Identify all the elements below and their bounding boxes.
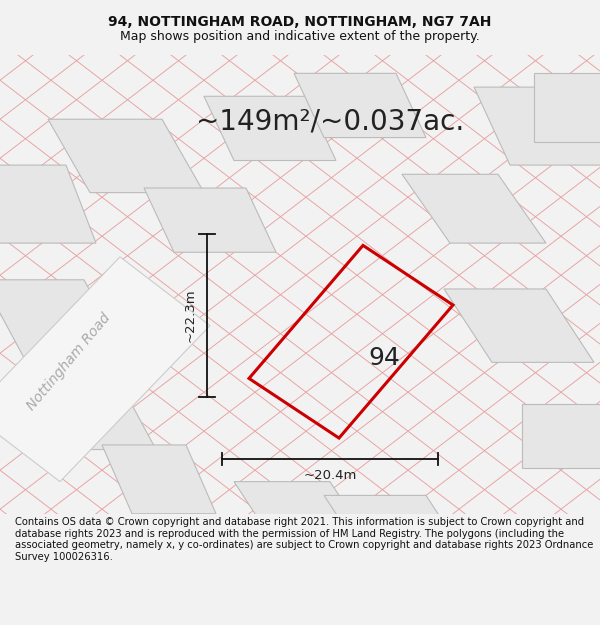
Polygon shape xyxy=(0,257,210,482)
Text: ~22.3m: ~22.3m xyxy=(183,289,196,342)
Polygon shape xyxy=(324,496,456,541)
Polygon shape xyxy=(402,174,546,243)
Polygon shape xyxy=(474,87,600,165)
Polygon shape xyxy=(294,73,426,138)
Polygon shape xyxy=(144,188,276,253)
Text: ~149m²/~0.037ac.: ~149m²/~0.037ac. xyxy=(196,107,464,136)
Text: 94, NOTTINGHAM ROAD, NOTTINGHAM, NG7 7AH: 94, NOTTINGHAM ROAD, NOTTINGHAM, NG7 7AH xyxy=(109,16,491,29)
Text: 94: 94 xyxy=(368,346,400,370)
Polygon shape xyxy=(0,165,96,243)
Polygon shape xyxy=(522,404,600,468)
Polygon shape xyxy=(234,482,360,528)
Polygon shape xyxy=(444,289,594,362)
Text: Nottingham Road: Nottingham Road xyxy=(25,311,113,414)
Polygon shape xyxy=(102,445,216,514)
Text: Map shows position and indicative extent of the property.: Map shows position and indicative extent… xyxy=(120,30,480,43)
Polygon shape xyxy=(534,73,600,142)
Text: ~20.4m: ~20.4m xyxy=(304,469,356,482)
Polygon shape xyxy=(0,280,126,358)
Polygon shape xyxy=(204,96,336,161)
Polygon shape xyxy=(48,119,204,192)
Polygon shape xyxy=(24,371,156,449)
Text: Contains OS data © Crown copyright and database right 2021. This information is : Contains OS data © Crown copyright and d… xyxy=(15,517,593,562)
